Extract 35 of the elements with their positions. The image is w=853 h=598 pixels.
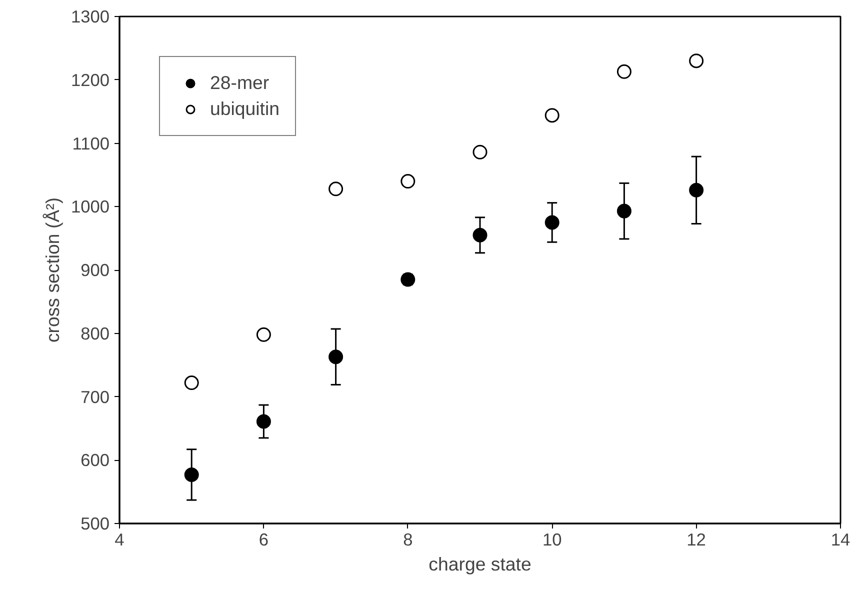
point [689, 182, 704, 198]
y-tick-label: 1000 [70, 196, 110, 217]
y-tick-label: 1200 [70, 70, 110, 90]
x-tick-label: 4 [114, 530, 125, 550]
legend-label: ubiquitin [210, 98, 280, 120]
y-axis-title: cross section (Å²) [42, 197, 63, 343]
point [256, 414, 271, 429]
point [616, 204, 632, 218]
y-tick-label: 900 [80, 260, 110, 280]
point [472, 228, 488, 242]
point [184, 376, 199, 390]
point [256, 327, 271, 342]
point [544, 108, 560, 123]
point [328, 182, 344, 196]
y-tick-label: 600 [80, 450, 110, 470]
x-axis-title: charge state [428, 554, 532, 574]
x-tick-label: 8 [403, 530, 413, 550]
x-tick-label: 14 [830, 530, 850, 550]
y-tick-label: 1100 [72, 133, 110, 154]
x-tick-label: 12 [686, 530, 706, 550]
y-tick-label: 1300 [70, 6, 110, 26]
y-tick-label: 700 [80, 386, 110, 407]
point [616, 64, 632, 79]
x-tick-label: 10 [542, 530, 562, 550]
point [328, 350, 344, 364]
point [400, 174, 416, 189]
point [544, 215, 560, 230]
point [400, 272, 416, 287]
legend-label: 28-mer [210, 72, 270, 94]
point [689, 54, 704, 68]
point [184, 467, 199, 482]
y-tick-label: 500 [80, 514, 110, 534]
x-tick-label: 6 [258, 530, 269, 550]
point [472, 144, 488, 160]
y-tick-label: 800 [80, 323, 110, 344]
